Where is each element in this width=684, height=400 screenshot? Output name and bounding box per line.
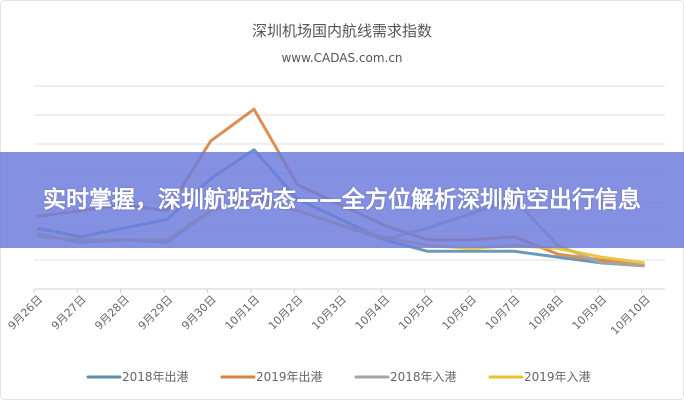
x-tick-label: 10月2日 (266, 293, 306, 333)
legend-label: 2019年入港 (524, 370, 591, 384)
x-tick-label: 9月26日 (6, 293, 46, 333)
x-tick-label: 10月5日 (396, 293, 436, 333)
x-tick-label: 9月29日 (136, 293, 176, 333)
x-tick-label: 10月9日 (570, 293, 610, 333)
x-tick-label: 10月6日 (440, 293, 480, 333)
chart-subtitle: www.CADAS.com.cn (281, 51, 402, 65)
x-tick-label: 10月4日 (353, 293, 393, 333)
legend-label: 2018年入港 (390, 370, 457, 384)
x-tick-label: 10月8日 (526, 293, 566, 333)
x-tick-label: 10月7日 (483, 293, 523, 333)
x-tick-label: 10月10日 (608, 293, 653, 338)
x-tick-label: 9月27日 (49, 293, 89, 333)
headline-banner: 实时掌握，深圳航班动态——全方位解析深圳航空出行信息 (0, 152, 684, 248)
x-tick-label: 9月30日 (179, 293, 219, 333)
legend-label: 2018年出港 (122, 370, 189, 384)
legend-label: 2019年出港 (256, 370, 323, 384)
x-tick-label: 9月28日 (92, 293, 132, 333)
chart-title: 深圳机场国内航线需求指数 (252, 22, 432, 40)
x-tick-label: 10月1日 (223, 293, 263, 333)
x-tick-label: 10月3日 (309, 293, 349, 333)
headline-text: 实时掌握，深圳航班动态——全方位解析深圳航空出行信息 (43, 187, 641, 213)
